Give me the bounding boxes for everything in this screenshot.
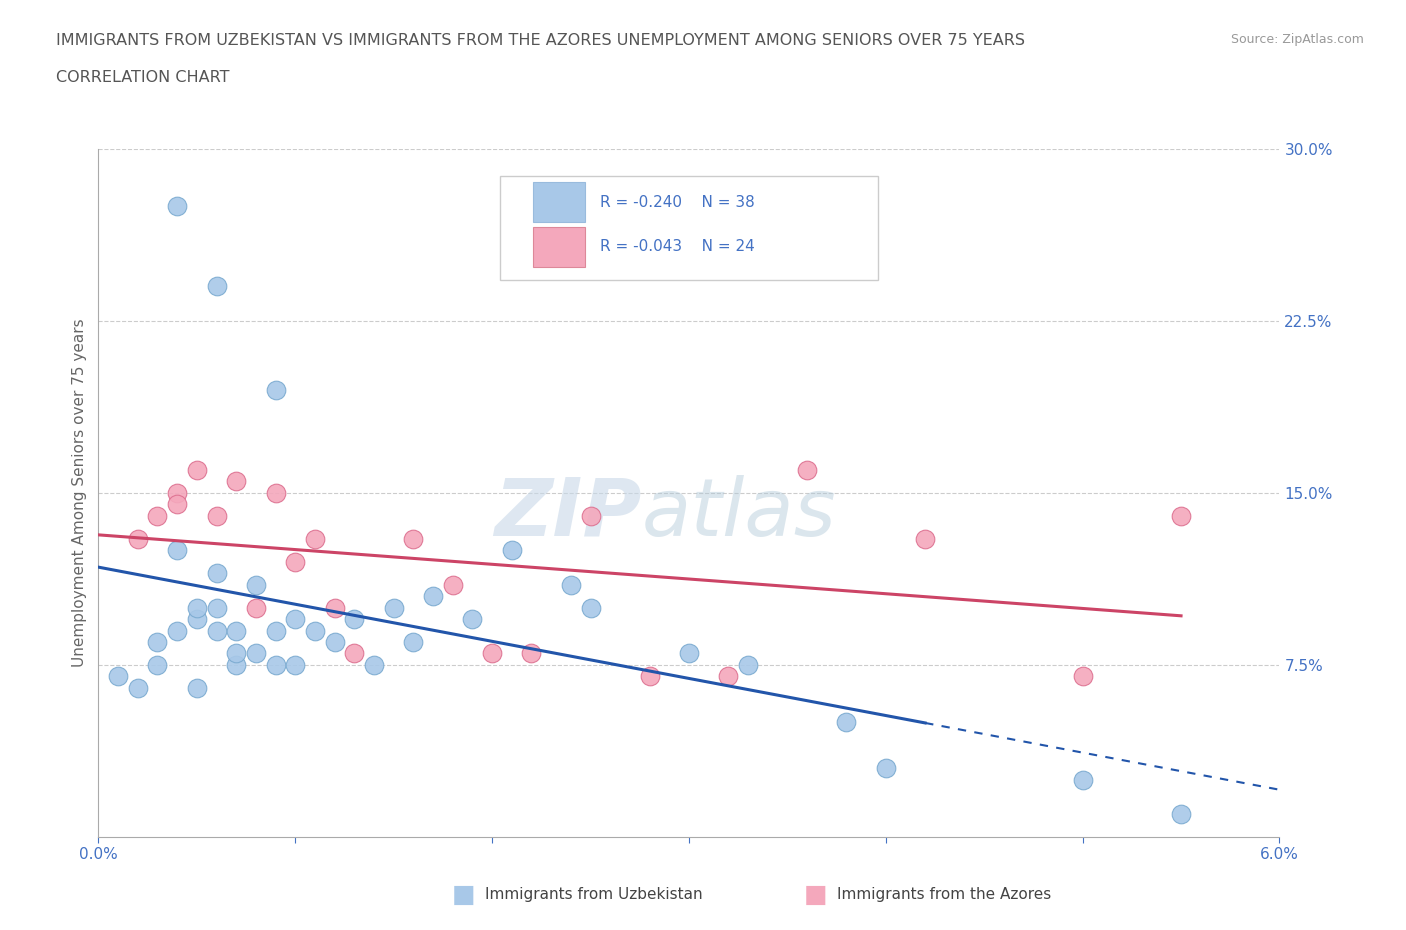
Point [304,531,326,546]
Text: ■: ■ [453,883,475,907]
Point [205,509,228,524]
Point [520,646,543,661]
Point [186,612,208,627]
Point [579,509,602,524]
Point [402,531,425,546]
Point [402,634,425,649]
Point [638,669,661,684]
Point [205,565,228,580]
Point [737,658,759,672]
Point [441,578,464,592]
Point [1170,806,1192,821]
Text: ■: ■ [804,883,827,907]
Point [284,554,307,569]
Point [166,543,188,558]
Point [127,681,149,696]
Point [264,382,287,397]
Point [875,761,897,776]
Point [284,612,307,627]
Point [166,485,188,500]
Text: R = -0.240    N = 38: R = -0.240 N = 38 [600,194,755,209]
Point [245,600,267,615]
Point [205,279,228,294]
Point [264,623,287,638]
Point [343,612,366,627]
Text: Immigrants from the Azores: Immigrants from the Azores [837,887,1050,902]
Point [225,646,247,661]
Text: Source: ZipAtlas.com: Source: ZipAtlas.com [1230,33,1364,46]
Point [796,462,818,477]
Point [914,531,936,546]
Point [186,462,208,477]
Point [166,623,188,638]
Text: R = -0.043    N = 24: R = -0.043 N = 24 [600,239,755,255]
Point [678,646,700,661]
Point [107,669,129,684]
Point [717,669,740,684]
Point [501,543,523,558]
Point [225,474,247,489]
Point [166,199,188,214]
FancyBboxPatch shape [533,227,585,267]
Point [245,646,267,661]
Point [186,681,208,696]
Point [146,634,169,649]
Point [205,623,228,638]
Point [1170,509,1192,524]
Point [382,600,405,615]
Point [264,485,287,500]
Point [264,658,287,672]
Text: Immigrants from Uzbekistan: Immigrants from Uzbekistan [485,887,703,902]
Point [304,623,326,638]
Point [835,715,858,730]
Point [166,497,188,512]
Point [146,658,169,672]
FancyBboxPatch shape [533,182,585,222]
Point [1071,669,1094,684]
Point [343,646,366,661]
Text: CORRELATION CHART: CORRELATION CHART [56,70,229,85]
Point [579,600,602,615]
Point [284,658,307,672]
Point [323,634,346,649]
Point [146,509,169,524]
Point [1071,772,1094,787]
Point [461,612,484,627]
Point [363,658,385,672]
Y-axis label: Unemployment Among Seniors over 75 years: Unemployment Among Seniors over 75 years [72,319,87,667]
Point [323,600,346,615]
Point [422,589,444,604]
Point [205,600,228,615]
Text: atlas: atlas [641,474,837,552]
Text: ZIP: ZIP [495,474,641,552]
Point [225,623,247,638]
Point [481,646,503,661]
Text: IMMIGRANTS FROM UZBEKISTAN VS IMMIGRANTS FROM THE AZORES UNEMPLOYMENT AMONG SENI: IMMIGRANTS FROM UZBEKISTAN VS IMMIGRANTS… [56,33,1025,47]
Point [127,531,149,546]
Point [186,600,208,615]
Point [245,578,267,592]
FancyBboxPatch shape [501,177,877,280]
Point [225,658,247,672]
Point [560,578,582,592]
